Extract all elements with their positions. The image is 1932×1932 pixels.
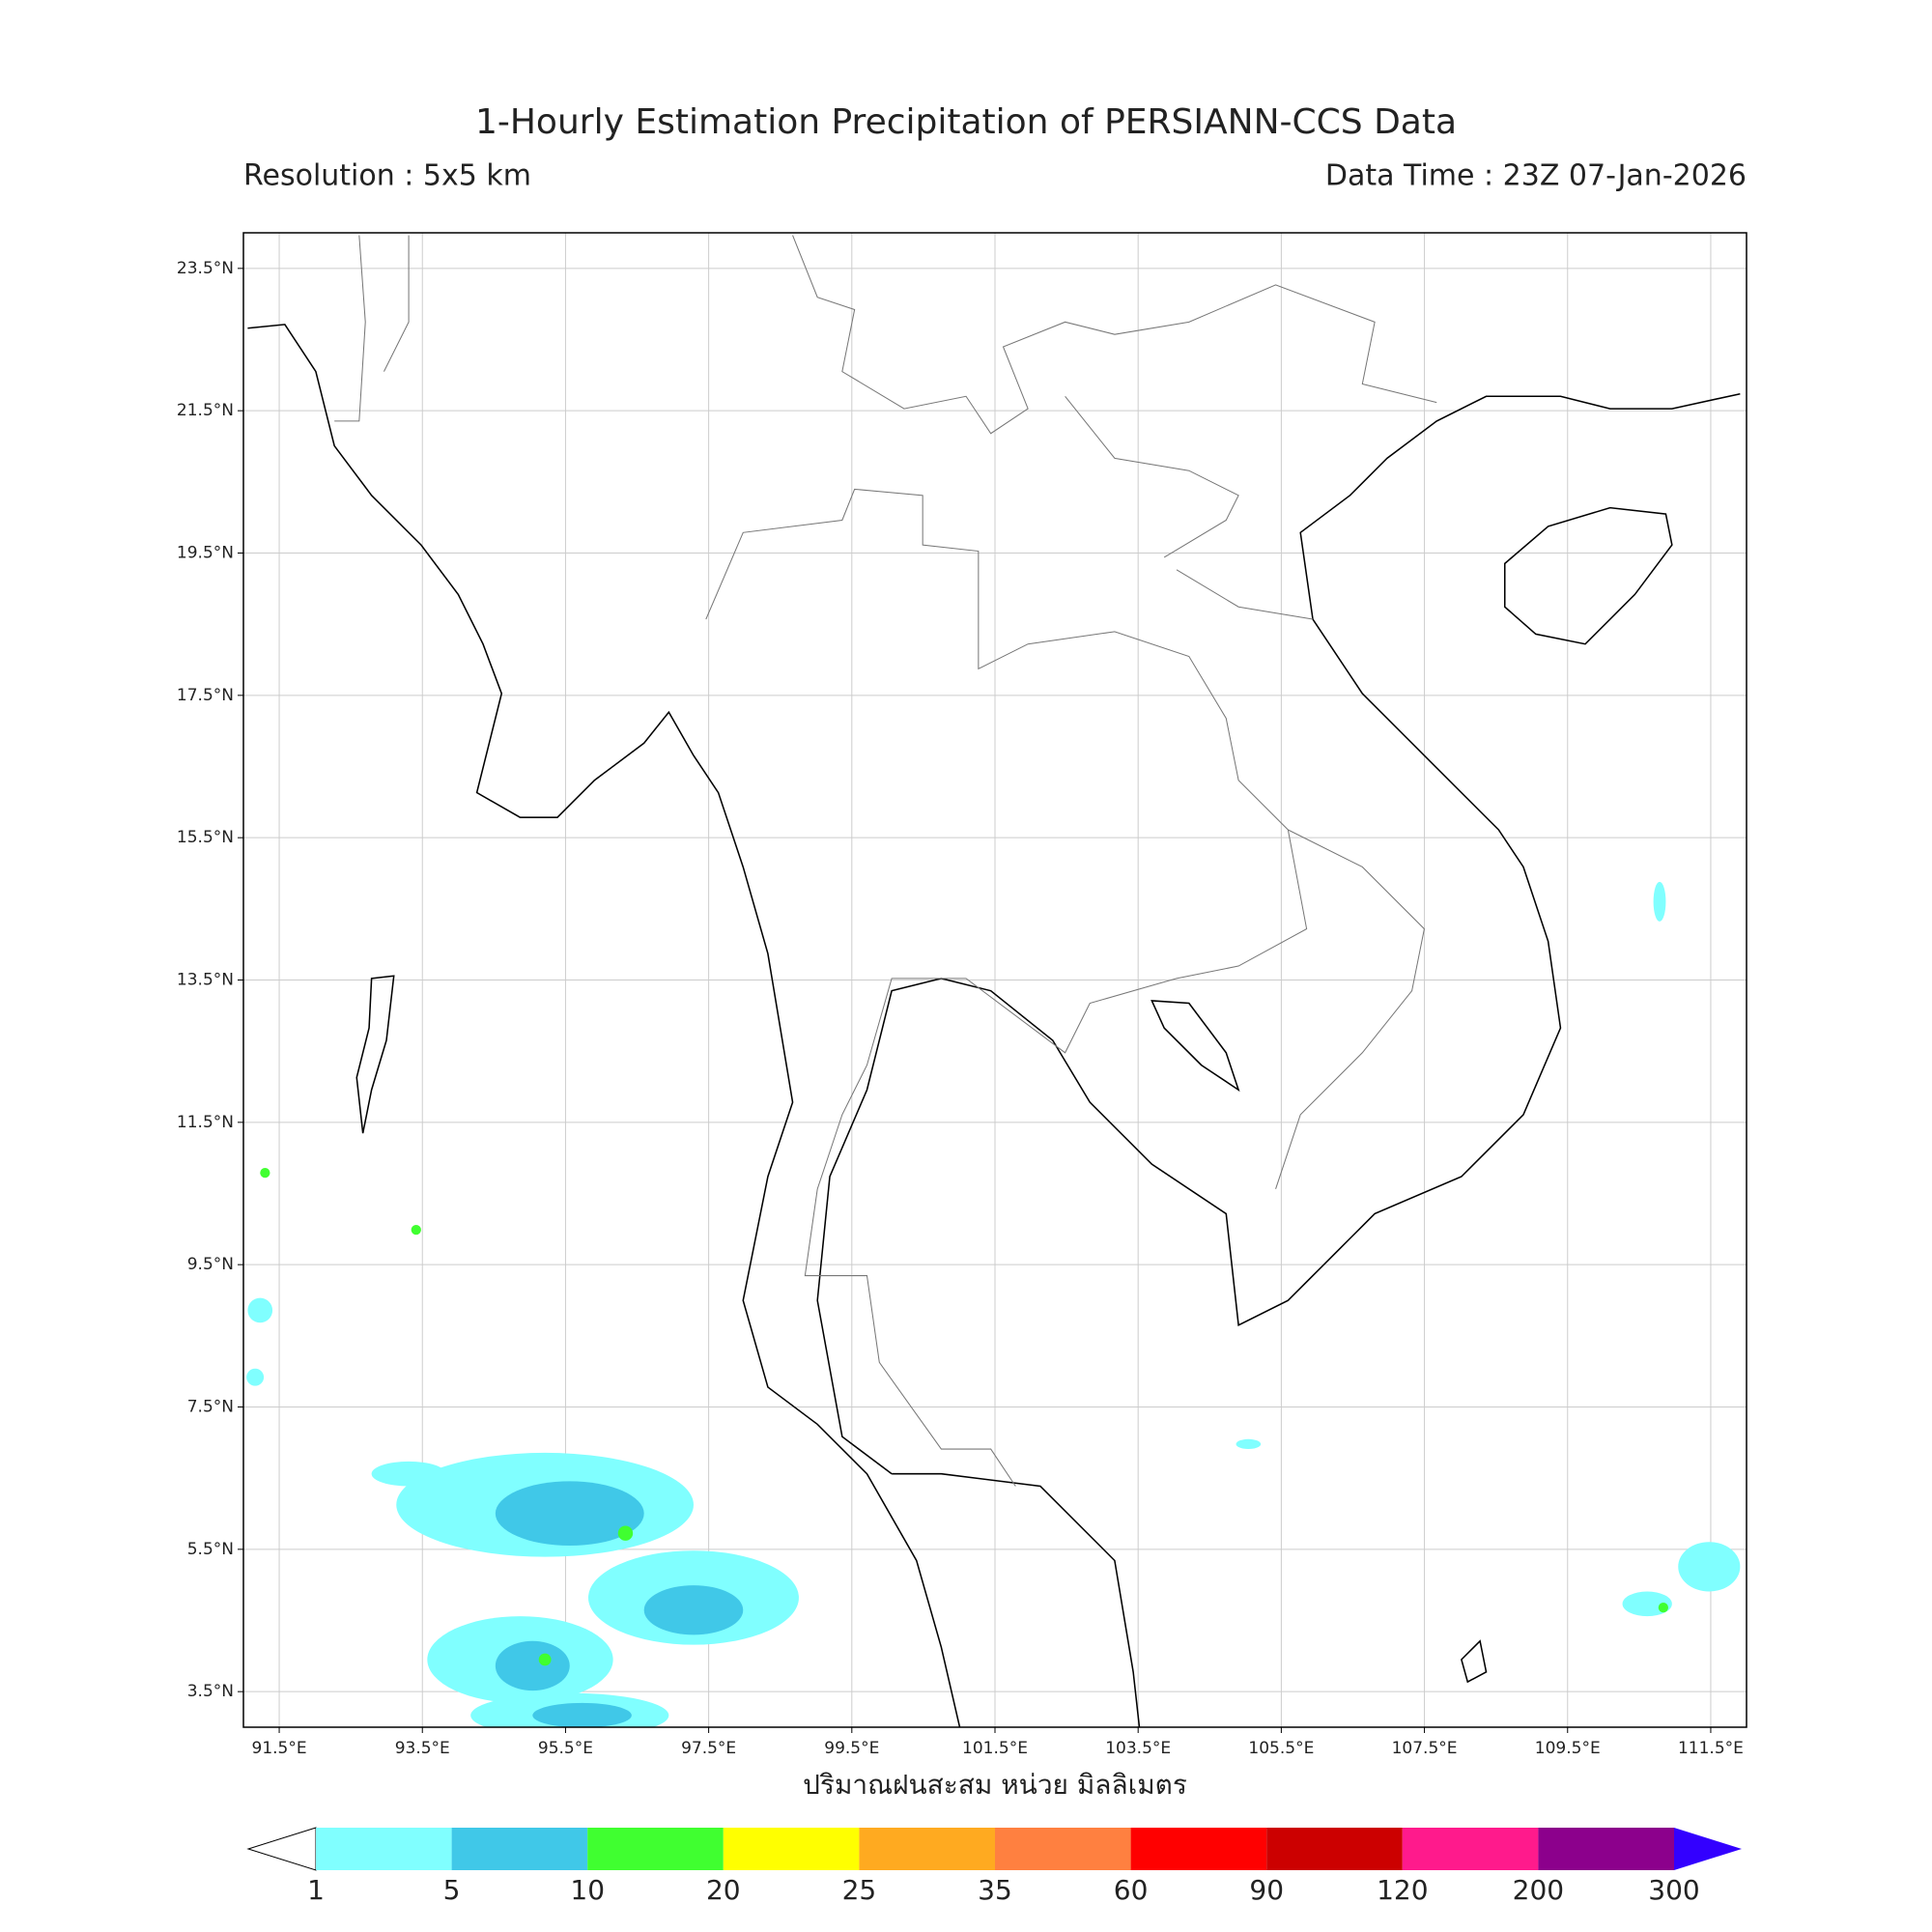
- colorbar-swatch: [1538, 1828, 1674, 1870]
- x-tick-label: 99.5°E: [824, 1739, 879, 1758]
- x-tick-label: 111.5°E: [1678, 1739, 1744, 1758]
- x-tick-label: 105.5°E: [1248, 1739, 1314, 1758]
- colorbar: 1 5 10 20 25 35 60 90 120 200 300: [246, 1827, 1742, 1906]
- y-tick-label: 23.5°N: [177, 259, 234, 278]
- x-tick-label: 103.5°E: [1105, 1739, 1171, 1758]
- x-tick-label: 93.5°E: [395, 1739, 450, 1758]
- colorbar-over: [1674, 1828, 1742, 1870]
- colorbar-swatch: [587, 1828, 724, 1870]
- colorbar-swatch: [1266, 1828, 1403, 1870]
- y-tick-label: 15.5°N: [177, 828, 234, 847]
- colorbar-tick-label: 90: [1249, 1874, 1284, 1906]
- colorbar-swatch: [316, 1828, 452, 1870]
- title: 1-Hourly Estimation Precipitation of PER…: [475, 102, 1457, 142]
- y-tick-label: 19.5°N: [177, 544, 234, 563]
- y-tick-label: 3.5°N: [187, 1682, 234, 1701]
- colorbar-tick-label: 20: [706, 1874, 741, 1906]
- x-tick-label: 107.5°E: [1392, 1739, 1458, 1758]
- x-tick-label: 91.5°E: [252, 1739, 307, 1758]
- y-tick-label: 13.5°N: [177, 971, 234, 990]
- x-tick-label: 101.5°E: [962, 1739, 1028, 1758]
- colorbar-swatch: [451, 1828, 588, 1870]
- colorbar-under: [246, 1827, 317, 1871]
- colorbar-tick-label: 200: [1513, 1874, 1564, 1906]
- colorbar-swatch: [995, 1828, 1131, 1870]
- precipitation: [246, 881, 1741, 1727]
- subtitle-left: Resolution : 5x5 km: [243, 159, 531, 193]
- map-layer: [246, 235, 1741, 1727]
- x-tick-label: 97.5°E: [681, 1739, 736, 1758]
- colorbar-swatch: [859, 1828, 995, 1870]
- subtitle-right: Data Time : 23Z 07-Jan-2026: [1325, 159, 1747, 193]
- colorbar-swatch: [1130, 1828, 1267, 1870]
- colorbar-tick-label: 60: [1114, 1874, 1149, 1906]
- colorbar-tick-label: 5: [443, 1874, 461, 1906]
- colorbar-tick-label: 35: [978, 1874, 1012, 1906]
- y-tick-label: 17.5°N: [177, 686, 234, 705]
- colorbar-tick-label: 10: [570, 1874, 605, 1906]
- colorbar-swatch: [1402, 1828, 1539, 1870]
- colorbar-tick-label: 120: [1377, 1874, 1428, 1906]
- x-tick-label: 109.5°E: [1535, 1739, 1601, 1758]
- colorbar-tick-label: 1: [307, 1874, 325, 1906]
- y-tick-label: 5.5°N: [187, 1540, 234, 1559]
- grid: [243, 233, 1747, 1727]
- colorbar-swatch: [723, 1828, 860, 1870]
- x-tick-label: 95.5°E: [538, 1739, 593, 1758]
- y-tick-label: 21.5°N: [177, 401, 234, 420]
- y-tick-label: 11.5°N: [177, 1113, 234, 1132]
- y-tick-label: 7.5°N: [187, 1398, 234, 1417]
- colorbar-tick-label: 300: [1648, 1874, 1699, 1906]
- colorbar-label: ปริมาณฝนสะสม หน่วย มิลลิเมตร: [803, 1769, 1187, 1801]
- geography: [246, 235, 1741, 1727]
- y-tick-label: 9.5°N: [187, 1255, 234, 1274]
- colorbar-tick-label: 25: [842, 1874, 877, 1906]
